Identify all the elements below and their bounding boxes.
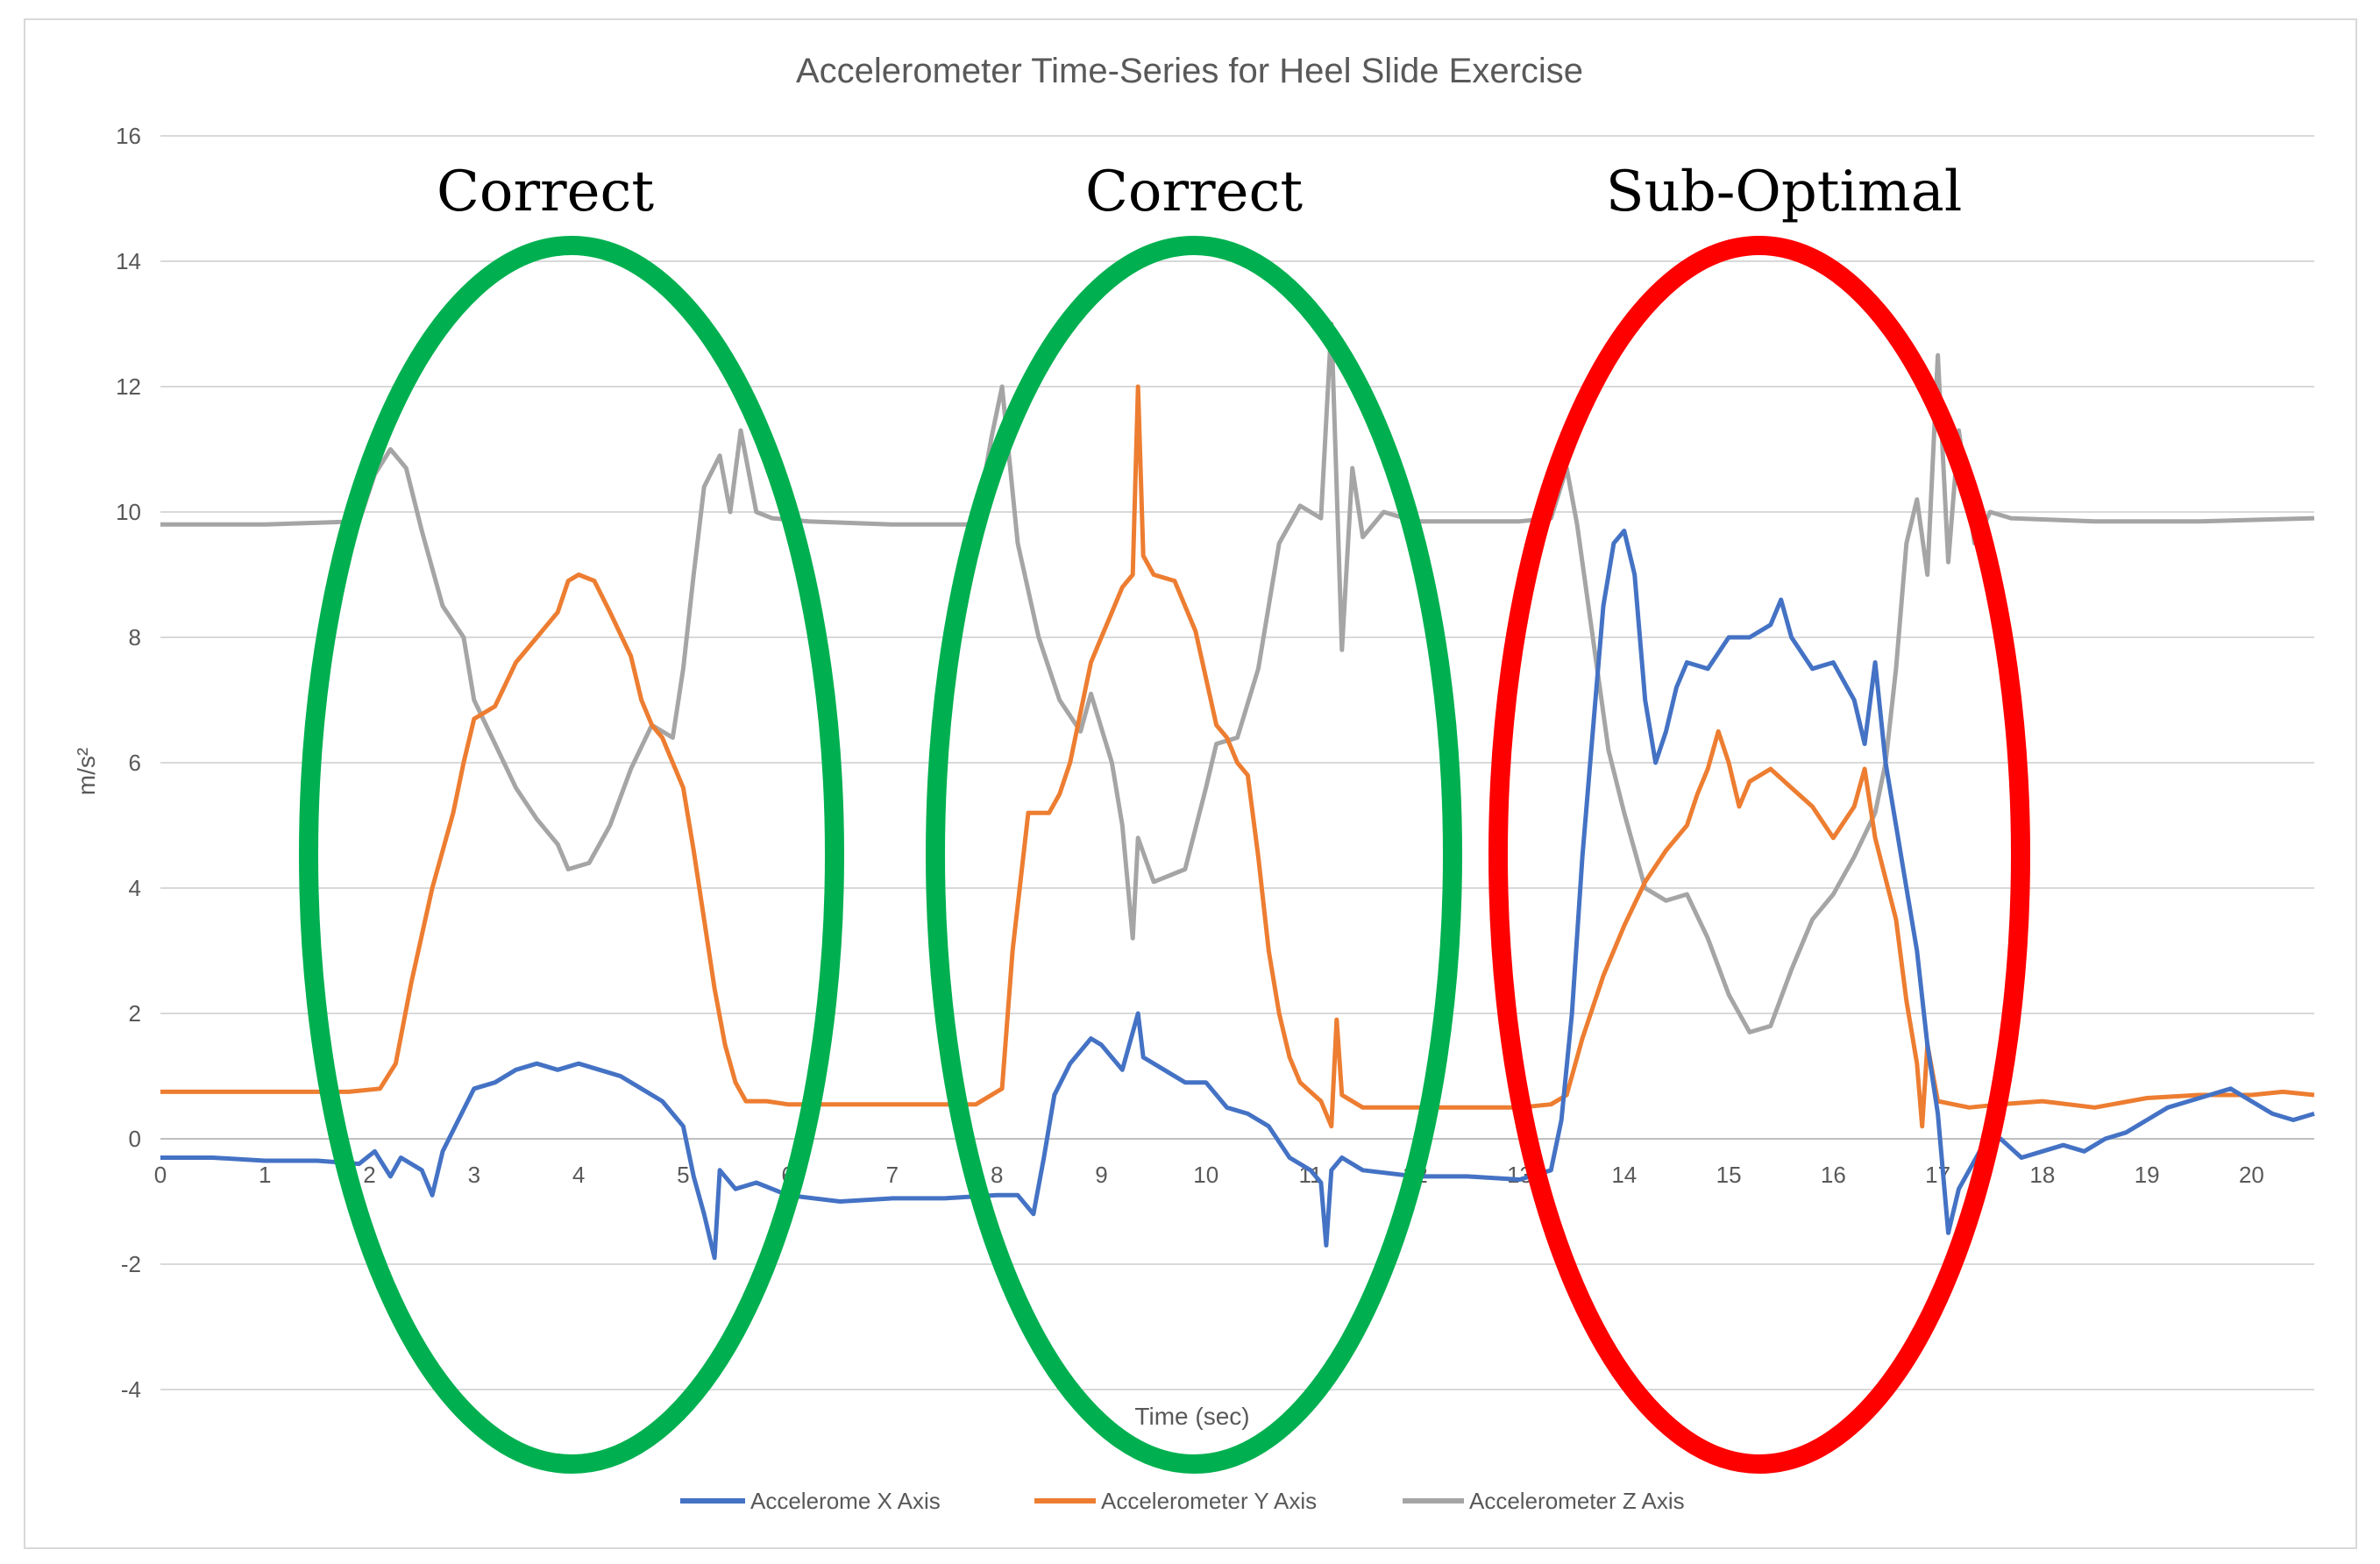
- annotation-ellipse-correct-1: [299, 236, 844, 1474]
- x-tick-label: 14: [1611, 1162, 1637, 1188]
- x-axis-label: Time (sec): [1134, 1403, 1249, 1430]
- chart-frame: [24, 18, 2357, 1549]
- x-tick-label: 18: [2029, 1162, 2055, 1188]
- series-line-accelerometer-z-axis: [160, 322, 2315, 1034]
- y-tick-label: 16: [116, 123, 141, 149]
- x-tick-label: 19: [2135, 1162, 2160, 1188]
- chart-title: Accelerometer Time-Series for Heel Slide…: [796, 52, 1583, 90]
- annotation-layer: Correct Correct Sub-Optimal: [299, 160, 2030, 1474]
- x-tick-label: 3: [468, 1162, 480, 1188]
- x-tick-label: 15: [1716, 1162, 1742, 1188]
- series-layer: [160, 322, 2315, 1261]
- legend-label-z: Accelerometer Z Axis: [1469, 1488, 1685, 1514]
- x-tick-label: 5: [677, 1162, 689, 1188]
- y-axis-label: m/s²: [73, 748, 100, 795]
- legend-label-x: Accelerome X Axis: [750, 1488, 941, 1514]
- y-tick-label: 6: [129, 750, 141, 776]
- legend: Accelerome X Axis Accelerometer Y Axis A…: [680, 1488, 1685, 1514]
- annotation-ellipse-sub-optimal: [1488, 236, 2030, 1474]
- x-tick-label: 10: [1193, 1162, 1218, 1188]
- y-tick-label: -2: [121, 1251, 141, 1277]
- y-tick-label: 4: [129, 875, 141, 901]
- y-tick-label: 0: [129, 1126, 141, 1152]
- x-tick-label: 9: [1095, 1162, 1107, 1188]
- y-tick-label: 2: [129, 1000, 141, 1027]
- series-line-accelerometer-y-axis: [160, 384, 2315, 1129]
- x-tick-label: 0: [154, 1162, 167, 1188]
- annotation-ellipse-correct-2: [926, 236, 1462, 1474]
- x-tick-label: 8: [991, 1162, 1003, 1188]
- y-tick-label: 8: [129, 624, 141, 650]
- x-tick-label: 20: [2239, 1162, 2264, 1188]
- y-tick-label: 14: [116, 248, 141, 274]
- annotation-label-correct-1: Correct: [437, 160, 654, 224]
- y-tick-label: -4: [121, 1376, 141, 1403]
- x-tick-label: 16: [1821, 1162, 1846, 1188]
- x-tick-label: 7: [886, 1162, 899, 1188]
- annotation-label-sub-optimal: Sub-Optimal: [1606, 160, 1963, 224]
- legend-label-y: Accelerometer Y Axis: [1101, 1488, 1317, 1514]
- x-tick-label: 4: [572, 1162, 585, 1188]
- x-tick-label: 1: [259, 1162, 271, 1188]
- y-tick-label: 12: [116, 373, 141, 400]
- annotation-label-correct-2: Correct: [1085, 160, 1303, 224]
- x-tick-label: 2: [363, 1162, 375, 1188]
- x-tick-label: 17: [1925, 1162, 1950, 1188]
- y-tick-label: 10: [116, 499, 141, 525]
- series-line-accelerometer-x-axis: [160, 529, 2315, 1261]
